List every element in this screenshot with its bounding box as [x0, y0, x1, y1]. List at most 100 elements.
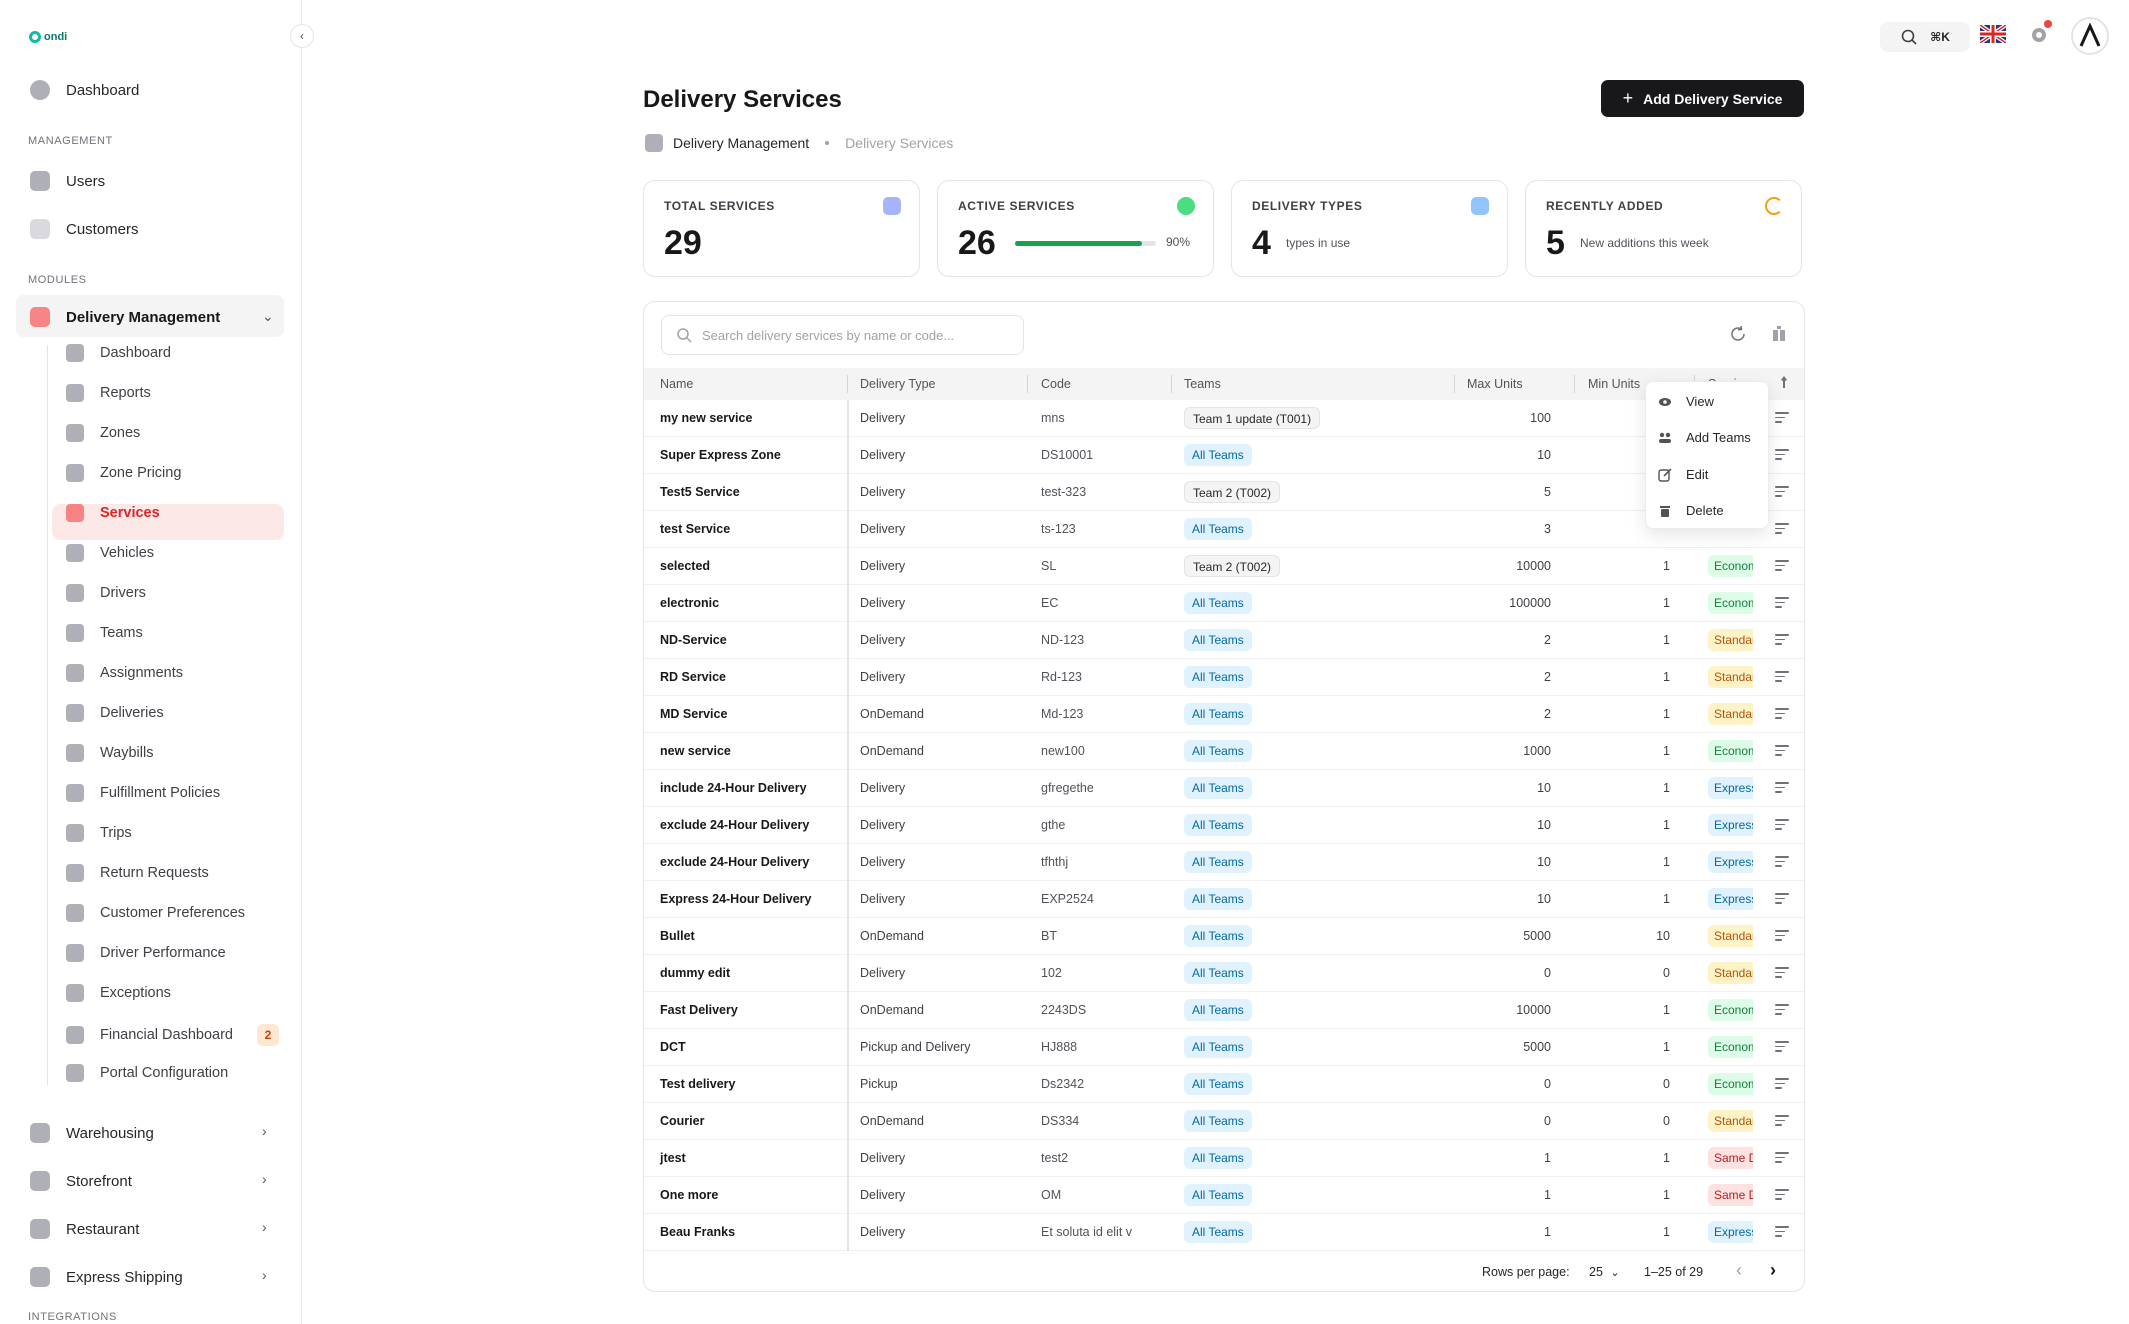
row-actions-icon[interactable]: [1775, 1226, 1789, 1238]
table-row[interactable]: Beau Franks Delivery Et soluta id elit v Al…: [644, 1214, 1804, 1251]
sidebar-subitem-fulfillment-policies[interactable]: Fulfillment Policies: [66, 784, 220, 802]
menu-item-add-teams[interactable]: Add Teams: [1658, 430, 1751, 445]
table-row[interactable]: selected Delivery SL Team 2 (T002) 10000 1 Eco…: [644, 548, 1804, 585]
next-page-button[interactable]: ›: [1770, 1260, 1776, 1280]
table-row[interactable]: new service OnDemand new100 All Teams 1000 1 E…: [644, 733, 1804, 770]
row-actions-icon[interactable]: [1775, 856, 1789, 868]
sidebar-subitem-zone-pricing[interactable]: Zone Pricing: [66, 464, 181, 482]
column-header-code[interactable]: Code: [1041, 377, 1071, 391]
column-header-teams[interactable]: Teams: [1184, 377, 1221, 391]
row-actions-icon[interactable]: [1775, 449, 1789, 461]
sidebar-subitem-drivers[interactable]: Drivers: [66, 584, 146, 602]
column-header-max-units[interactable]: Max Units: [1467, 377, 1523, 391]
sidebar-subitem-deliveries[interactable]: Deliveries: [66, 704, 164, 722]
search-box[interactable]: [661, 315, 1024, 355]
sidebar-subitem-return-requests[interactable]: Return Requests: [66, 864, 209, 882]
menu-item-view[interactable]: View: [1658, 394, 1714, 409]
sidebar-item-users[interactable]: Users: [30, 171, 105, 191]
sidebar-subitem-exceptions[interactable]: Exceptions: [66, 984, 171, 1002]
row-actions-icon[interactable]: [1775, 523, 1789, 535]
search-input[interactable]: [702, 327, 1022, 343]
collapse-sidebar-button[interactable]: ‹: [290, 24, 314, 48]
column-header-delivery-type[interactable]: Delivery Type: [860, 377, 936, 391]
previous-page-button[interactable]: ‹: [1736, 1260, 1742, 1280]
sidebar-group-storefront[interactable]: Storefront: [30, 1171, 132, 1191]
table-row[interactable]: electronic Delivery EC All Teams 100000 1 Econ…: [644, 585, 1804, 622]
row-actions-icon[interactable]: [1775, 560, 1789, 572]
sidebar-subitem-vehicles[interactable]: Vehicles: [66, 544, 154, 562]
row-actions-icon[interactable]: [1775, 930, 1789, 942]
sidebar-subitem-portal-configuration[interactable]: Portal Configuration: [66, 1064, 228, 1082]
sidebar-subitem-assignments[interactable]: Assignments: [66, 664, 183, 682]
search-shortcut-button[interactable]: ⌘K: [1880, 22, 1970, 52]
table-row[interactable]: test Service Delivery ts-123 All Teams 3: [644, 511, 1804, 548]
sidebar-group-warehousing[interactable]: Warehousing: [30, 1123, 154, 1143]
row-actions-icon[interactable]: [1775, 1078, 1789, 1090]
rows-per-page-select[interactable]: 25 ⌄: [1589, 1265, 1620, 1279]
row-actions-icon[interactable]: [1775, 967, 1789, 979]
avatar[interactable]: [2071, 17, 2109, 55]
refresh-button[interactable]: [1727, 323, 1749, 345]
column-separator[interactable]: [1171, 375, 1172, 393]
row-actions-icon[interactable]: [1775, 1004, 1789, 1016]
table-row[interactable]: DCT Pickup and Delivery HJ888 All Teams 5000…: [644, 1029, 1804, 1066]
row-actions-icon[interactable]: [1775, 782, 1789, 794]
table-row[interactable]: Test delivery Pickup Ds2342 All Teams 0 0 Econ…: [644, 1066, 1804, 1103]
chevron-right-icon[interactable]: ›: [262, 1171, 267, 1187]
table-row[interactable]: my new service Delivery mns Team 1 update (…: [644, 400, 1804, 437]
sidebar-group-express-shipping[interactable]: Express Shipping: [30, 1267, 183, 1287]
app-logo[interactable]: ondi: [29, 31, 67, 43]
row-actions-icon[interactable]: [1775, 671, 1789, 683]
table-row[interactable]: include 24-Hour Delivery Delivery gfregeth…: [644, 770, 1804, 807]
chevron-right-icon[interactable]: ›: [262, 1123, 267, 1139]
row-actions-icon[interactable]: [1775, 1152, 1789, 1164]
row-actions-icon[interactable]: [1775, 412, 1789, 424]
row-actions-icon[interactable]: [1775, 819, 1789, 831]
column-header-name[interactable]: Name: [660, 377, 694, 391]
table-row[interactable]: One more Delivery OM All Teams 1 1 Same Day: [644, 1177, 1804, 1214]
sidebar-item-dashboard[interactable]: Dashboard: [30, 80, 139, 100]
row-actions-icon[interactable]: [1775, 634, 1789, 646]
sidebar-subitem-driver-performance[interactable]: Driver Performance: [66, 944, 226, 962]
table-row[interactable]: Test5 Service Delivery test-323 Team 2 (T00…: [644, 474, 1804, 511]
pin-column-icon[interactable]: [1778, 375, 1790, 392]
add-delivery-service-button[interactable]: + Add Delivery Service: [1601, 80, 1804, 117]
sidebar-subitem-trips[interactable]: Trips: [66, 824, 132, 842]
sidebar-subitem-financial-dashboard[interactable]: Financial Dashboard 2: [66, 1024, 279, 1046]
row-actions-icon[interactable]: [1775, 597, 1789, 609]
sidebar-subitem-teams[interactable]: Teams: [66, 624, 143, 642]
row-actions-icon[interactable]: [1775, 486, 1789, 498]
settings-button[interactable]: [2026, 20, 2052, 48]
table-row[interactable]: Bullet OnDemand BT All Teams 5000 10 Standard: [644, 918, 1804, 955]
table-row[interactable]: exclude 24-Hour Delivery Delivery gthe All …: [644, 807, 1804, 844]
breadcrumb-parent[interactable]: Delivery Management: [673, 135, 810, 151]
sidebar-group-restaurant[interactable]: Restaurant: [30, 1219, 139, 1239]
row-actions-icon[interactable]: [1775, 708, 1789, 720]
sidebar-subitem-dashboard[interactable]: Dashboard: [66, 344, 171, 362]
chevron-right-icon[interactable]: ›: [262, 1219, 267, 1235]
menu-item-edit[interactable]: Edit: [1658, 467, 1708, 482]
column-header-min-units[interactable]: Min Units: [1588, 377, 1641, 391]
column-separator[interactable]: [1454, 375, 1455, 393]
row-actions-icon[interactable]: [1775, 893, 1789, 905]
columns-button[interactable]: [1768, 323, 1790, 345]
row-actions-icon[interactable]: [1775, 745, 1789, 757]
table-row[interactable]: exclude 24-Hour Delivery Delivery tfhthj Al…: [644, 844, 1804, 881]
row-actions-icon[interactable]: [1775, 1115, 1789, 1127]
chevron-right-icon[interactable]: ›: [262, 1267, 267, 1283]
sidebar-subitem-customer-preferences[interactable]: Customer Preferences: [66, 904, 245, 922]
table-row[interactable]: MD Service OnDemand Md-123 All Teams 2 1 Stand…: [644, 696, 1804, 733]
table-row[interactable]: RD Service Delivery Rd-123 All Teams 2 1 Stand…: [644, 659, 1804, 696]
table-row[interactable]: dummy edit Delivery 102 All Teams 0 0 Standard: [644, 955, 1804, 992]
row-actions-icon[interactable]: [1775, 1041, 1789, 1053]
menu-item-delete[interactable]: Delete: [1658, 503, 1724, 518]
chevron-down-icon[interactable]: ⌄: [262, 308, 274, 324]
column-separator[interactable]: [1027, 375, 1028, 393]
table-row[interactable]: jtest Delivery test2 All Teams 1 1 Same Day: [644, 1140, 1804, 1177]
table-row[interactable]: Fast Delivery OnDemand 2243DS All Teams 1000…: [644, 992, 1804, 1029]
table-row[interactable]: Super Express Zone Delivery DS10001 All Tea…: [644, 437, 1804, 474]
row-actions-icon[interactable]: [1775, 1189, 1789, 1201]
sidebar-subitem-zones[interactable]: Zones: [66, 424, 140, 442]
sidebar-item-customers[interactable]: Customers: [30, 219, 139, 239]
sidebar-subitem-reports[interactable]: Reports: [66, 384, 151, 402]
